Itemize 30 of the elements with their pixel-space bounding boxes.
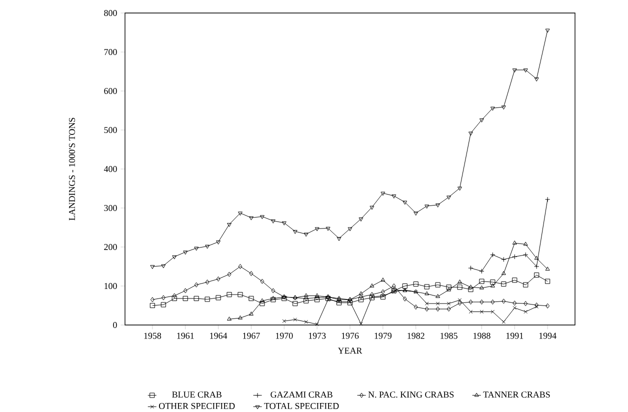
- x-tick-label: 1988: [474, 332, 490, 339]
- y-tick-label: 500: [104, 126, 117, 134]
- x-tick-label: 1961: [177, 332, 194, 339]
- x-tick-label: 1994: [539, 332, 556, 339]
- x-tick-label: 1979: [374, 332, 392, 339]
- y-tick-label: 200: [104, 244, 117, 250]
- y-axis-title: LANDINGS - 1000'S TONS: [68, 118, 76, 220]
- x-tick-label: 1967: [243, 332, 260, 339]
- legend-label: TANNER CRABS: [483, 392, 550, 398]
- y-tick-label: 800: [104, 10, 117, 16]
- legend-label: N. PAC. KING CRABS: [368, 392, 454, 398]
- legend-label: GAZAMI CRAB: [270, 392, 332, 398]
- y-tick-label: 0: [113, 322, 117, 328]
- x-tick-label: 1973: [308, 332, 326, 339]
- y-tick-label: 100: [104, 282, 117, 290]
- x-tick-label: 1991: [506, 332, 524, 339]
- y-tick-label: 600: [104, 88, 117, 94]
- legend-label: OTHER SPECIFIED: [159, 402, 235, 410]
- x-tick-label: 1976: [342, 332, 359, 339]
- x-tick-label: 1964: [210, 332, 228, 339]
- x-tick-label: 1958: [144, 332, 162, 339]
- x-tick-label: 1985: [440, 332, 458, 339]
- y-tick-label: 400: [104, 166, 117, 172]
- x-axis-title: YEAR: [338, 348, 362, 354]
- legend-label: BLUE CRAB: [172, 392, 222, 398]
- y-tick-label: 300: [104, 204, 117, 212]
- legend-label: TOTAL SPECIFIED: [264, 402, 339, 410]
- x-tick-label: 1970: [276, 332, 293, 339]
- x-tick-label: 1982: [408, 332, 424, 339]
- y-tick-label: 700: [104, 48, 117, 56]
